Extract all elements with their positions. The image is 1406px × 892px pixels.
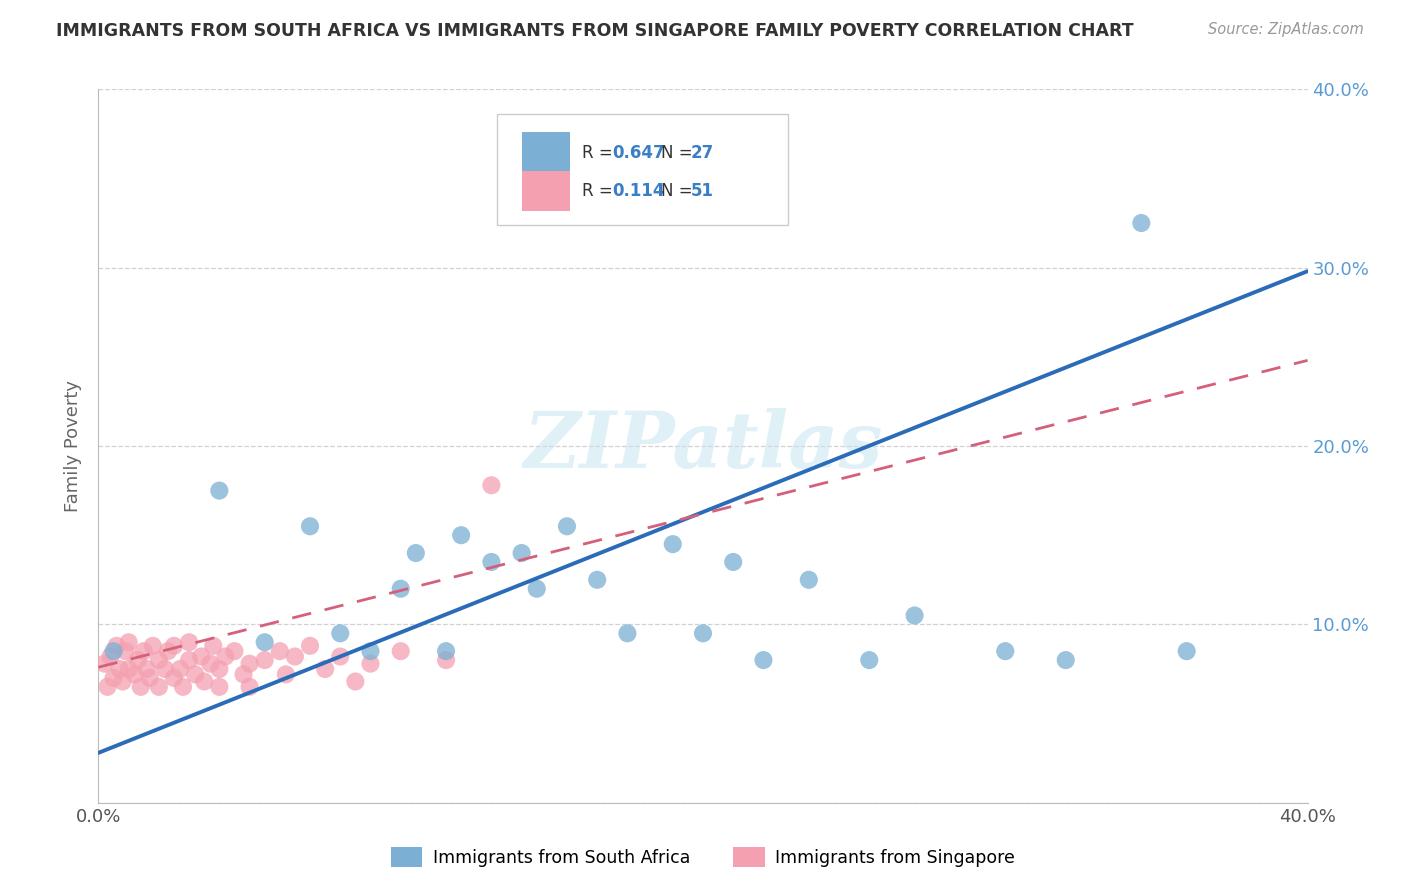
Text: R =: R = (582, 145, 619, 162)
Point (153, 662, 176, 676)
Point (510, 546, 533, 560)
Point (858, 653, 880, 667)
FancyBboxPatch shape (522, 171, 569, 211)
Point (329, 649, 352, 664)
Point (239, 680, 262, 694)
Point (135, 662, 157, 676)
Point (108, 662, 131, 676)
Point (232, 667, 254, 681)
Point (389, 582, 412, 596)
FancyBboxPatch shape (498, 114, 787, 225)
Point (224, 644, 246, 658)
Point (752, 653, 775, 667)
Point (661, 537, 683, 551)
FancyBboxPatch shape (522, 132, 569, 171)
Text: R =: R = (582, 182, 619, 200)
Point (723, 555, 745, 569)
Point (481, 555, 503, 569)
Point (1130, 216, 1153, 230)
Text: IMMIGRANTS FROM SOUTH AFRICA VS IMMIGRANTS FROM SINGAPORE FAMILY POVERTY CORRELA: IMMIGRANTS FROM SOUTH AFRICA VS IMMIGRAN… (56, 22, 1133, 40)
Text: 0.114: 0.114 (613, 182, 665, 200)
Point (193, 674, 215, 689)
Point (481, 478, 503, 492)
Point (555, 519, 578, 533)
Point (208, 483, 231, 498)
Point (434, 653, 457, 667)
Point (129, 680, 152, 694)
Point (208, 662, 231, 676)
Point (208, 680, 231, 694)
Point (253, 653, 276, 667)
Point (96, 680, 118, 694)
Point (405, 546, 427, 560)
Point (114, 644, 136, 658)
Point (239, 657, 262, 671)
Point (190, 649, 212, 664)
Point (172, 680, 194, 694)
Point (904, 608, 927, 623)
Point (179, 635, 201, 649)
Point (586, 573, 609, 587)
Point (994, 644, 1017, 658)
Text: ZIPatlas: ZIPatlas (523, 408, 883, 484)
Text: 27: 27 (690, 145, 714, 162)
Point (434, 644, 457, 658)
Point (1175, 644, 1198, 658)
Point (274, 667, 297, 681)
Text: Source: ZipAtlas.com: Source: ZipAtlas.com (1208, 22, 1364, 37)
Point (132, 644, 155, 658)
Point (314, 662, 336, 676)
Point (163, 671, 186, 685)
Text: N =: N = (661, 182, 697, 200)
Point (214, 649, 236, 664)
Point (124, 667, 146, 681)
Point (1054, 653, 1077, 667)
Point (616, 626, 638, 640)
Point (148, 653, 170, 667)
Point (148, 680, 170, 694)
Point (103, 671, 125, 685)
Point (692, 626, 714, 640)
Point (169, 662, 191, 676)
Point (163, 639, 186, 653)
Point (93, 657, 115, 671)
Point (142, 639, 165, 653)
Point (111, 674, 134, 689)
Point (200, 657, 222, 671)
Point (118, 662, 141, 676)
Point (360, 657, 382, 671)
Point (202, 639, 225, 653)
Point (269, 644, 291, 658)
Text: 51: 51 (690, 182, 714, 200)
Point (299, 639, 322, 653)
Point (105, 639, 128, 653)
Point (139, 671, 162, 685)
Point (797, 573, 820, 587)
Y-axis label: Family Poverty: Family Poverty (65, 380, 83, 512)
Point (103, 644, 125, 658)
Point (118, 635, 141, 649)
Point (100, 649, 122, 664)
Point (184, 667, 207, 681)
Text: N =: N = (661, 145, 697, 162)
Point (526, 582, 548, 596)
Legend: Immigrants from South Africa, Immigrants from Singapore: Immigrants from South Africa, Immigrants… (384, 840, 1022, 874)
Point (360, 644, 382, 658)
Point (253, 635, 276, 649)
Point (344, 674, 367, 689)
Point (127, 653, 149, 667)
Point (179, 653, 201, 667)
Point (284, 649, 307, 664)
Point (299, 519, 322, 533)
Point (450, 528, 472, 542)
Point (329, 626, 352, 640)
Point (389, 644, 412, 658)
Text: 0.647: 0.647 (613, 145, 665, 162)
Point (156, 644, 179, 658)
